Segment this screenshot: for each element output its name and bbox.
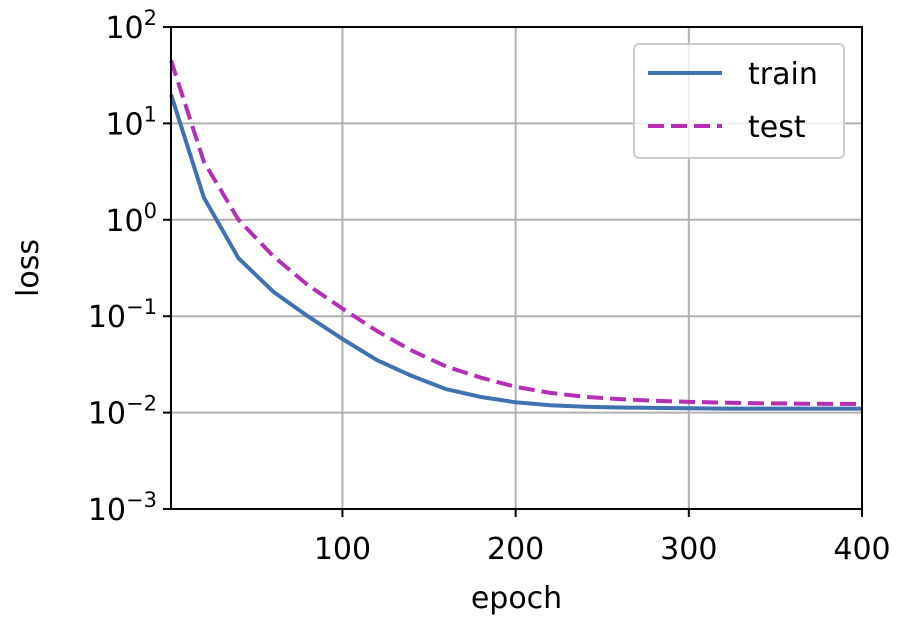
y-tick-label: 10−3: [88, 488, 157, 528]
y-tick-label: 10−2: [88, 392, 157, 432]
ticks: 100 200 300 400 102 101 100 10−1 10−2 10−3: [88, 6, 891, 567]
x-axis-label: epoch: [471, 581, 562, 616]
series-line-train: [169, 93, 862, 411]
legend: train test: [633, 43, 845, 159]
y-tick-label: 10−1: [88, 295, 157, 335]
y-axis-label: loss: [11, 239, 46, 297]
legend-label-train: train: [748, 57, 818, 92]
y-tick-label: 102: [105, 6, 157, 46]
x-tick-label: 300: [660, 532, 717, 567]
series-lines: [169, 59, 862, 411]
legend-label-test: test: [748, 110, 806, 145]
x-tick-label: 200: [487, 532, 544, 567]
x-tick-label: 400: [833, 532, 890, 567]
x-tick-label: 100: [314, 532, 371, 567]
y-tick-label: 100: [105, 199, 157, 239]
y-tick-label: 101: [105, 102, 157, 142]
series-line-test: [169, 59, 862, 406]
